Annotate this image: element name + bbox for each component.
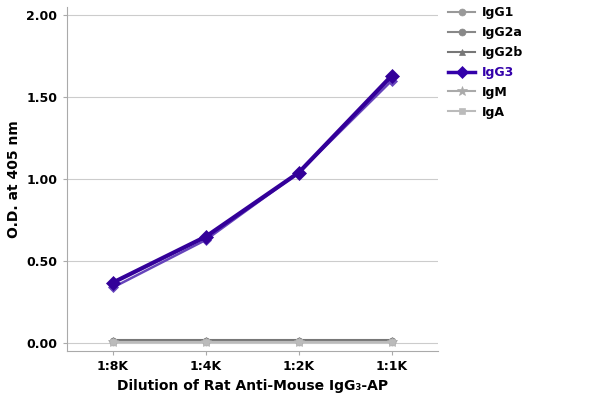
Legend: IgG1, IgG2a, IgG2b, IgG3, IgM, IgA: IgG1, IgG2a, IgG2b, IgG3, IgM, IgA bbox=[448, 6, 523, 119]
Y-axis label: O.D. at 405 nm: O.D. at 405 nm bbox=[7, 120, 21, 238]
X-axis label: Dilution of Rat Anti-Mouse IgG₃-AP: Dilution of Rat Anti-Mouse IgG₃-AP bbox=[117, 379, 388, 393]
